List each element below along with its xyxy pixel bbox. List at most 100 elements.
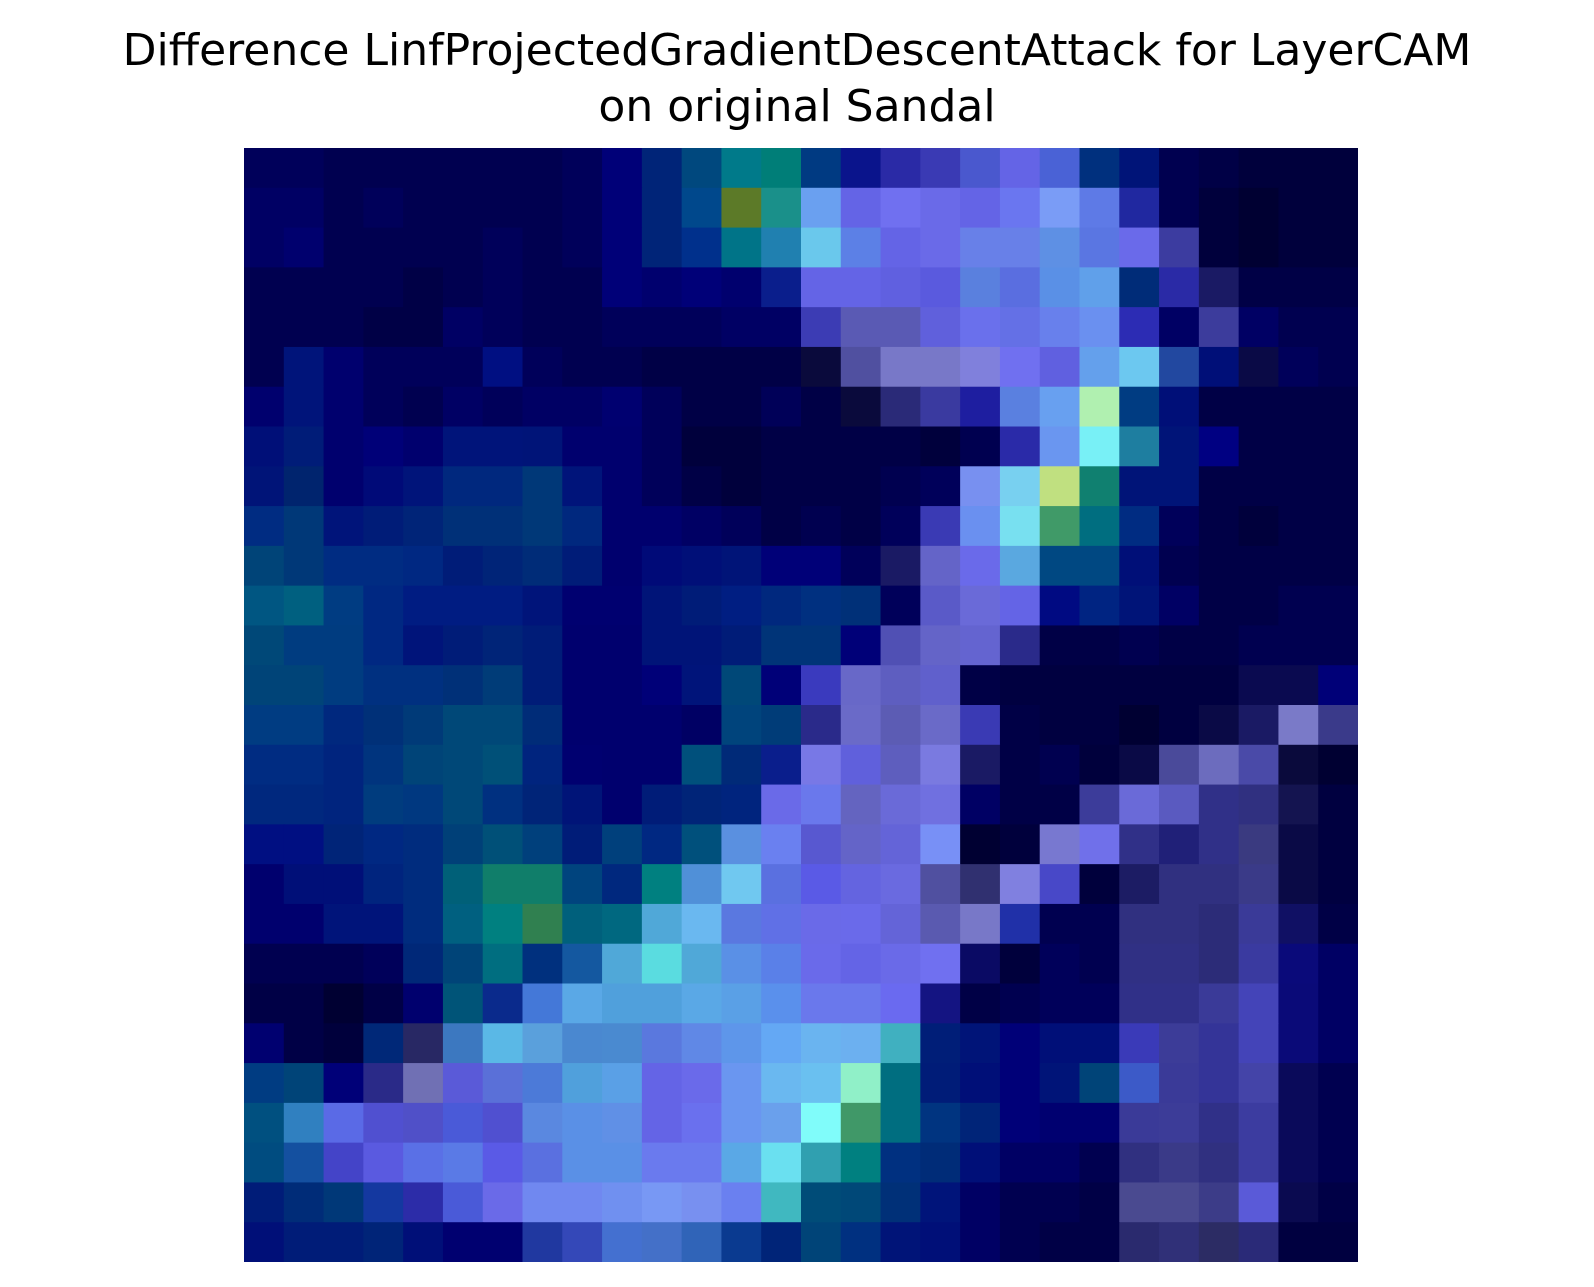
heatmap-cell-r12-c25 (1238, 625, 1280, 666)
heatmap-cell-r7-c20 (1039, 426, 1081, 467)
heatmap-cell-r23-c26 (1278, 1063, 1319, 1104)
heatmap-cell-r10-c6 (482, 545, 524, 587)
heatmap-cell-r11-c21 (1079, 585, 1120, 627)
heatmap-cell-r23-c15 (840, 1063, 882, 1104)
heatmap-cell-r13-c22 (1119, 665, 1160, 706)
heatmap-cell-r3-c0 (244, 267, 285, 308)
heatmap-cell-r24-c16 (880, 1102, 921, 1144)
heatmap-cell-r21-c10 (641, 983, 683, 1024)
heatmap-cell-r14-c24 (1198, 705, 1240, 746)
heatmap-cell-r14-c17 (920, 705, 961, 746)
heatmap-cell-r9-c0 (244, 506, 285, 547)
heatmap-cell-r11-c23 (1159, 585, 1200, 627)
heatmap-cell-r18-c24 (1198, 864, 1240, 905)
heatmap-cell-r14-c14 (801, 705, 842, 746)
heatmap-cell-r25-c8 (562, 1142, 603, 1184)
heatmap-cell-r11-c19 (999, 585, 1041, 627)
heatmap-cell-r20-c18 (960, 943, 1001, 985)
heatmap-cell-r9-c21 (1079, 506, 1120, 547)
heatmap-cell-r0-c4 (403, 148, 444, 189)
heatmap-cell-r8-c19 (999, 466, 1041, 507)
heatmap-cell-r27-c20 (1039, 1222, 1081, 1262)
heatmap-cell-r0-c5 (442, 148, 484, 189)
heatmap-cell-r1-c27 (1318, 187, 1358, 229)
heatmap-cell-r15-c16 (880, 744, 921, 786)
heatmap-cell-r27-c18 (960, 1222, 1001, 1262)
heatmap-cell-r7-c10 (641, 426, 683, 467)
heatmap-cell-r0-c26 (1278, 148, 1319, 189)
heatmap-cell-r9-c3 (363, 506, 404, 547)
heatmap-cell-r23-c14 (801, 1063, 842, 1104)
heatmap-cell-r23-c8 (562, 1063, 603, 1104)
heatmap-cell-r14-c18 (960, 705, 1001, 746)
heatmap-cell-r7-c14 (801, 426, 842, 467)
heatmap-cell-r20-c26 (1278, 943, 1319, 985)
heatmap-cell-r20-c13 (761, 943, 802, 985)
heatmap-cell-r23-c11 (681, 1063, 723, 1104)
heatmap-cell-r20-c14 (801, 943, 842, 985)
heatmap-cell-r21-c13 (761, 983, 802, 1024)
heatmap-cell-r7-c25 (1238, 426, 1280, 467)
heatmap-cell-r13-c21 (1079, 665, 1120, 706)
heatmap-cell-r5-c8 (562, 346, 603, 388)
heatmap-cell-r4-c9 (602, 307, 643, 348)
heatmap-cell-r21-c5 (442, 983, 484, 1024)
heatmap-cell-r5-c20 (1039, 346, 1081, 388)
heatmap-cell-r13-c10 (641, 665, 683, 706)
heatmap-cell-r9-c9 (602, 506, 643, 547)
heatmap-cell-r21-c2 (323, 983, 364, 1024)
heatmap-cell-r0-c17 (920, 148, 961, 189)
heatmap-cell-r13-c9 (602, 665, 643, 706)
heatmap-cell-r17-c17 (920, 824, 961, 865)
heatmap-cell-r3-c25 (1238, 267, 1280, 308)
heatmap-cell-r24-c9 (602, 1102, 643, 1144)
heatmap-cell-r25-c18 (960, 1142, 1001, 1184)
heatmap-cell-r9-c27 (1318, 506, 1358, 547)
heatmap-cell-r1-c5 (442, 187, 484, 229)
heatmap-cell-r19-c24 (1198, 903, 1240, 945)
heatmap-cell-r13-c26 (1278, 665, 1319, 706)
heatmap-cell-r18-c4 (403, 864, 444, 905)
heatmap-cell-r10-c20 (1039, 545, 1081, 587)
heatmap-cell-r8-c10 (641, 466, 683, 507)
heatmap-cell-r18-c2 (323, 864, 364, 905)
heatmap-cell-r3-c7 (522, 267, 563, 308)
heatmap-cell-r27-c21 (1079, 1222, 1120, 1262)
heatmap-cell-r0-c3 (363, 148, 404, 189)
heatmap-cell-r11-c14 (801, 585, 842, 627)
heatmap-cell-r2-c0 (244, 227, 285, 268)
heatmap-cell-r3-c2 (323, 267, 364, 308)
heatmap-cell-r1-c12 (721, 187, 762, 229)
heatmap-cell-r17-c12 (721, 824, 762, 865)
heatmap-cell-r11-c26 (1278, 585, 1319, 627)
heatmap-cell-r21-c23 (1159, 983, 1200, 1024)
heatmap-cell-r14-c26 (1278, 705, 1319, 746)
heatmap-cell-r13-c18 (960, 665, 1001, 706)
heatmap-cell-r5-c18 (960, 346, 1001, 388)
heatmap-cell-r2-c22 (1119, 227, 1160, 268)
heatmap-cell-r5-c7 (522, 346, 563, 388)
heatmap-cell-r20-c5 (442, 943, 484, 985)
heatmap-cell-r14-c22 (1119, 705, 1160, 746)
heatmap-cell-r1-c19 (999, 187, 1041, 229)
heatmap-cell-r23-c3 (363, 1063, 404, 1104)
heatmap-cell-r15-c0 (244, 744, 285, 786)
heatmap-cell-r21-c12 (721, 983, 762, 1024)
heatmap-cell-r3-c19 (999, 267, 1041, 308)
heatmap-cell-r24-c12 (721, 1102, 762, 1144)
heatmap-cell-r9-c19 (999, 506, 1041, 547)
heatmap-cell-r19-c5 (442, 903, 484, 945)
heatmap-cell-r24-c3 (363, 1102, 404, 1144)
heatmap-cell-r4-c21 (1079, 307, 1120, 348)
heatmap-cell-r16-c27 (1318, 784, 1358, 825)
heatmap-cell-r7-c24 (1198, 426, 1240, 467)
heatmap-cell-r23-c4 (403, 1063, 444, 1104)
heatmap-cell-r14-c20 (1039, 705, 1081, 746)
heatmap-cell-r24-c18 (960, 1102, 1001, 1144)
heatmap-cell-r5-c22 (1119, 346, 1160, 388)
heatmap-cell-r7-c1 (283, 426, 325, 467)
heatmap-cell-r4-c11 (681, 307, 723, 348)
heatmap-cell-r24-c2 (323, 1102, 364, 1144)
heatmap-cell-r7-c11 (681, 426, 723, 467)
heatmap-cell-r17-c23 (1159, 824, 1200, 865)
